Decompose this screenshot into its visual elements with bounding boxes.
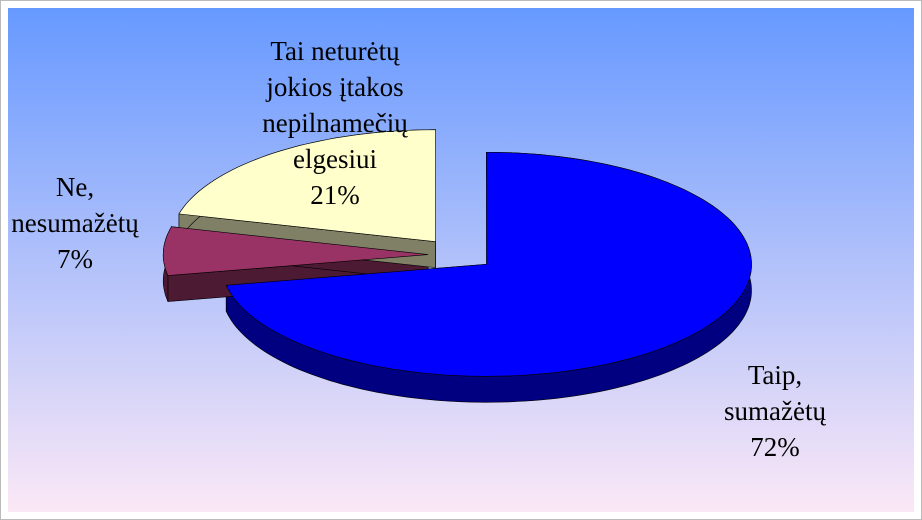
slice — [162, 226, 429, 276]
slice-label: Taip, sumažėtų — [724, 360, 826, 426]
slice — [225, 152, 752, 377]
slice-label: Tai neturėtų jokios įtakos nepilnamečių elg… — [262, 36, 408, 174]
slice-label-line: nepilnamečių — [262, 108, 408, 138]
value-label: 7% — [57, 244, 93, 274]
slice-label-line: Taip, — [748, 360, 802, 390]
value-label: 21% — [310, 180, 360, 210]
slice-label-line: elgesiui — [293, 144, 377, 174]
slice — [178, 129, 436, 243]
slice-label-line: nesumažėtų — [11, 208, 139, 238]
slice-label: Ne, nesumažėtų — [11, 172, 139, 238]
slice-label-line: Tai neturėtų — [270, 36, 400, 66]
slice-label-line: jokios įtakos — [265, 72, 403, 102]
value-label: 72% — [750, 432, 800, 462]
slice-label-line: Ne, — [56, 172, 94, 202]
slice-label-line: sumažėtų — [724, 396, 826, 426]
plot-background — [8, 8, 914, 512]
